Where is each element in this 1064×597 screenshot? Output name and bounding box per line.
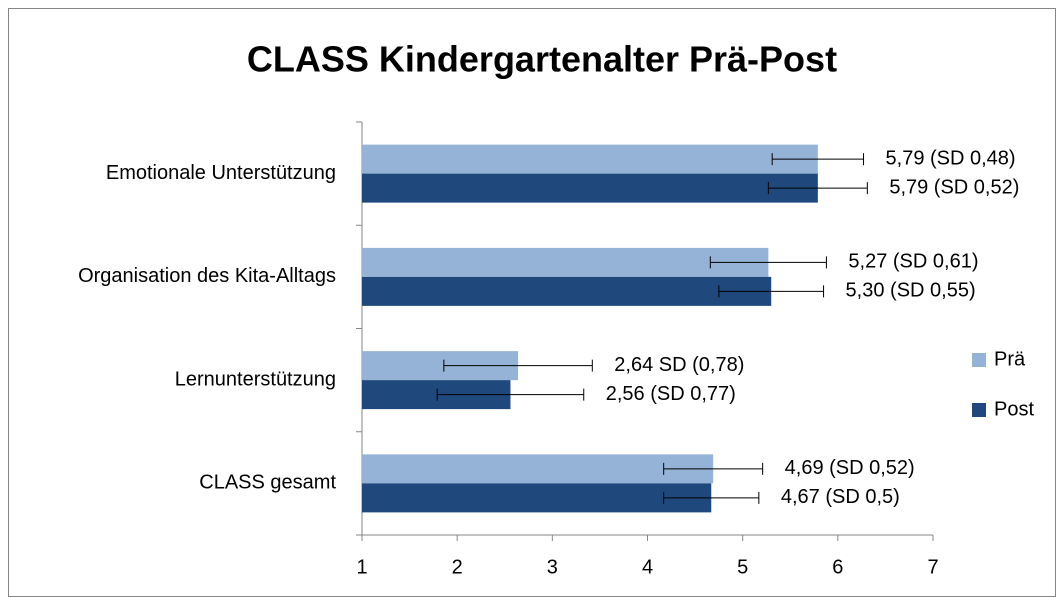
- legend-label: Prä: [994, 348, 1026, 370]
- value-label: 4,67 (SD 0,5): [781, 486, 900, 508]
- category-label: CLASS gesamt: [199, 472, 336, 494]
- value-label: 2,56 (SD 0,77): [606, 383, 736, 405]
- legend-swatch: [972, 353, 986, 367]
- value-label: 4,69 (SD 0,52): [785, 457, 915, 479]
- value-label: 5,79 (SD 0,52): [889, 176, 1019, 198]
- bar: [362, 144, 818, 174]
- bar: [362, 247, 769, 277]
- x-tick-label: 3: [547, 556, 558, 578]
- value-label: 5,30 (SD 0,55): [846, 280, 976, 302]
- category-label: Lernunterstützung: [175, 368, 336, 390]
- value-label: 5,27 (SD 0,61): [848, 251, 978, 273]
- x-tick-label: 5: [737, 556, 748, 578]
- bar: [362, 276, 772, 306]
- x-tick-label: 1: [356, 556, 367, 578]
- x-tick-label: 2: [452, 556, 463, 578]
- category-label: Emotionale Unterstützung: [106, 162, 336, 184]
- chart-title: CLASS Kindergartenalter Prä-Post: [247, 39, 837, 80]
- value-label: 5,79 (SD 0,48): [886, 147, 1016, 169]
- x-tick-label: 7: [927, 556, 938, 578]
- bar: [362, 454, 714, 484]
- bar: [362, 173, 818, 203]
- value-label: 2,64 SD (0,78): [614, 354, 744, 376]
- x-tick-label: 4: [642, 556, 653, 578]
- legend-swatch: [972, 403, 986, 417]
- bar: [362, 483, 712, 513]
- legend-label: Post: [994, 398, 1034, 420]
- category-label: Organisation des Kita-Alltags: [78, 265, 336, 287]
- x-tick-label: 6: [832, 556, 843, 578]
